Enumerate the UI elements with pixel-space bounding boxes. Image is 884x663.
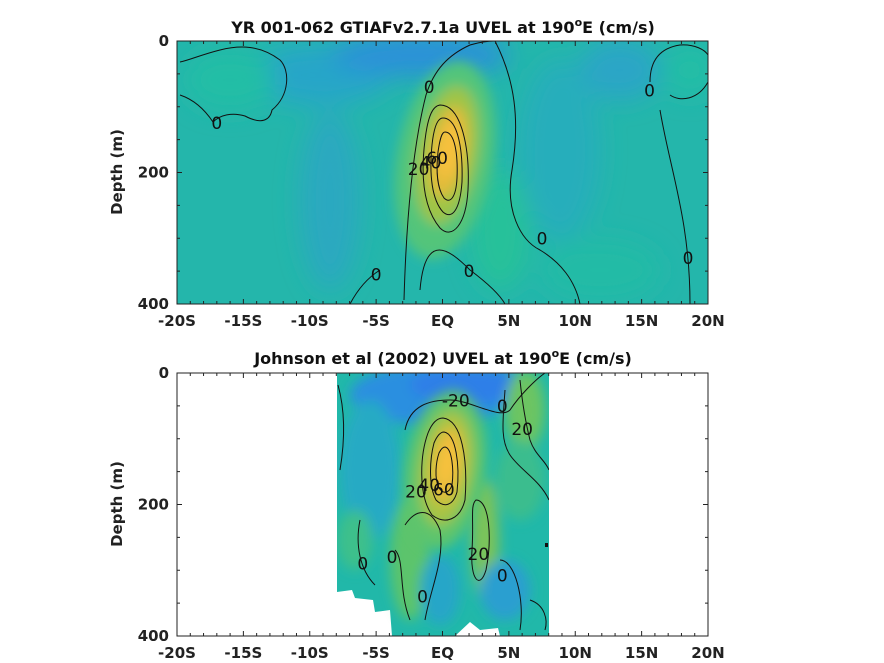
x-tick-label: -5S xyxy=(362,312,389,330)
contour-label: 0 xyxy=(644,81,655,101)
contour-label: 20 xyxy=(405,482,427,502)
x-tick-label: 15N xyxy=(625,312,658,330)
x-tick-label: -20S xyxy=(158,644,196,662)
y-tick-label: 400 xyxy=(138,295,169,313)
contour-label: 60 xyxy=(433,480,455,500)
panel-bottom-x-ticks: -20S -15S -10S -5S EQ 5N 10N 15N 20N xyxy=(158,373,725,662)
x-tick-label: 20N xyxy=(691,644,724,662)
y-tick-label: 200 xyxy=(138,496,169,514)
panel-top-contours xyxy=(179,41,708,304)
x-tick-label: 10N xyxy=(559,644,592,662)
panel-bottom-contours xyxy=(337,373,549,631)
panel-top-title: YR 001-062 GTIAFv2.7.1a UVEL at 190oE (c… xyxy=(230,16,655,37)
contour-label: 0 xyxy=(497,397,508,417)
x-tick-label: -5S xyxy=(362,644,389,662)
panel-top-x-ticks: -20S -15S -10S -5S EQ 5N 10N 15N 20N xyxy=(158,41,725,330)
x-tick-label: -10S xyxy=(291,312,329,330)
x-tick-label: 10N xyxy=(559,312,592,330)
panel-top: YR 001-062 GTIAFv2.7.1a UVEL at 190oE (c… xyxy=(108,16,725,330)
panel-bottom-ylabel: Depth (m) xyxy=(108,461,126,547)
contour-label: 0 xyxy=(417,588,428,608)
x-tick-label: -15S xyxy=(224,312,262,330)
panel-bottom-edge-mark xyxy=(545,543,548,547)
contour-label: 0 xyxy=(537,229,548,249)
contour-label: 20 xyxy=(468,545,490,565)
contour-label: -20 xyxy=(442,392,470,412)
y-tick-label: 200 xyxy=(138,164,169,182)
panel-bottom: Johnson et al (2002) UVEL at 190oE (cm/s… xyxy=(108,347,725,662)
contour-label: 40 xyxy=(420,154,442,174)
y-tick-label: 0 xyxy=(159,32,169,50)
contour-label: 0 xyxy=(424,78,435,98)
contour-label: 0 xyxy=(497,567,508,587)
panel-top-ylabel: Depth (m) xyxy=(108,129,126,215)
x-tick-label: 5N xyxy=(497,644,520,662)
contour-label: 40 xyxy=(418,476,440,496)
x-tick-label: -15S xyxy=(224,644,262,662)
panel-bottom-title: Johnson et al (2002) UVEL at 190oE (cm/s… xyxy=(253,347,632,368)
contour-label: 0 xyxy=(211,114,222,134)
contour-label: 0 xyxy=(357,555,368,575)
x-tick-label: 5N xyxy=(497,312,520,330)
x-tick-label: EQ xyxy=(431,312,454,330)
x-tick-label: -10S xyxy=(291,644,329,662)
x-tick-label: 15N xyxy=(625,644,658,662)
contour-label: 20 xyxy=(511,420,533,440)
contour-label: 20 xyxy=(408,160,430,180)
x-tick-label: 20N xyxy=(691,312,724,330)
x-tick-label: EQ xyxy=(431,644,454,662)
contour-label: 0 xyxy=(683,249,694,269)
contour-label: 0 xyxy=(371,265,382,285)
contour-label: 0 xyxy=(387,548,398,568)
contour-label: 60 xyxy=(426,149,448,169)
y-tick-label: 400 xyxy=(138,627,169,645)
x-tick-label: -20S xyxy=(158,312,196,330)
y-tick-label: 0 xyxy=(159,364,169,382)
contour-label: 0 xyxy=(464,262,475,282)
